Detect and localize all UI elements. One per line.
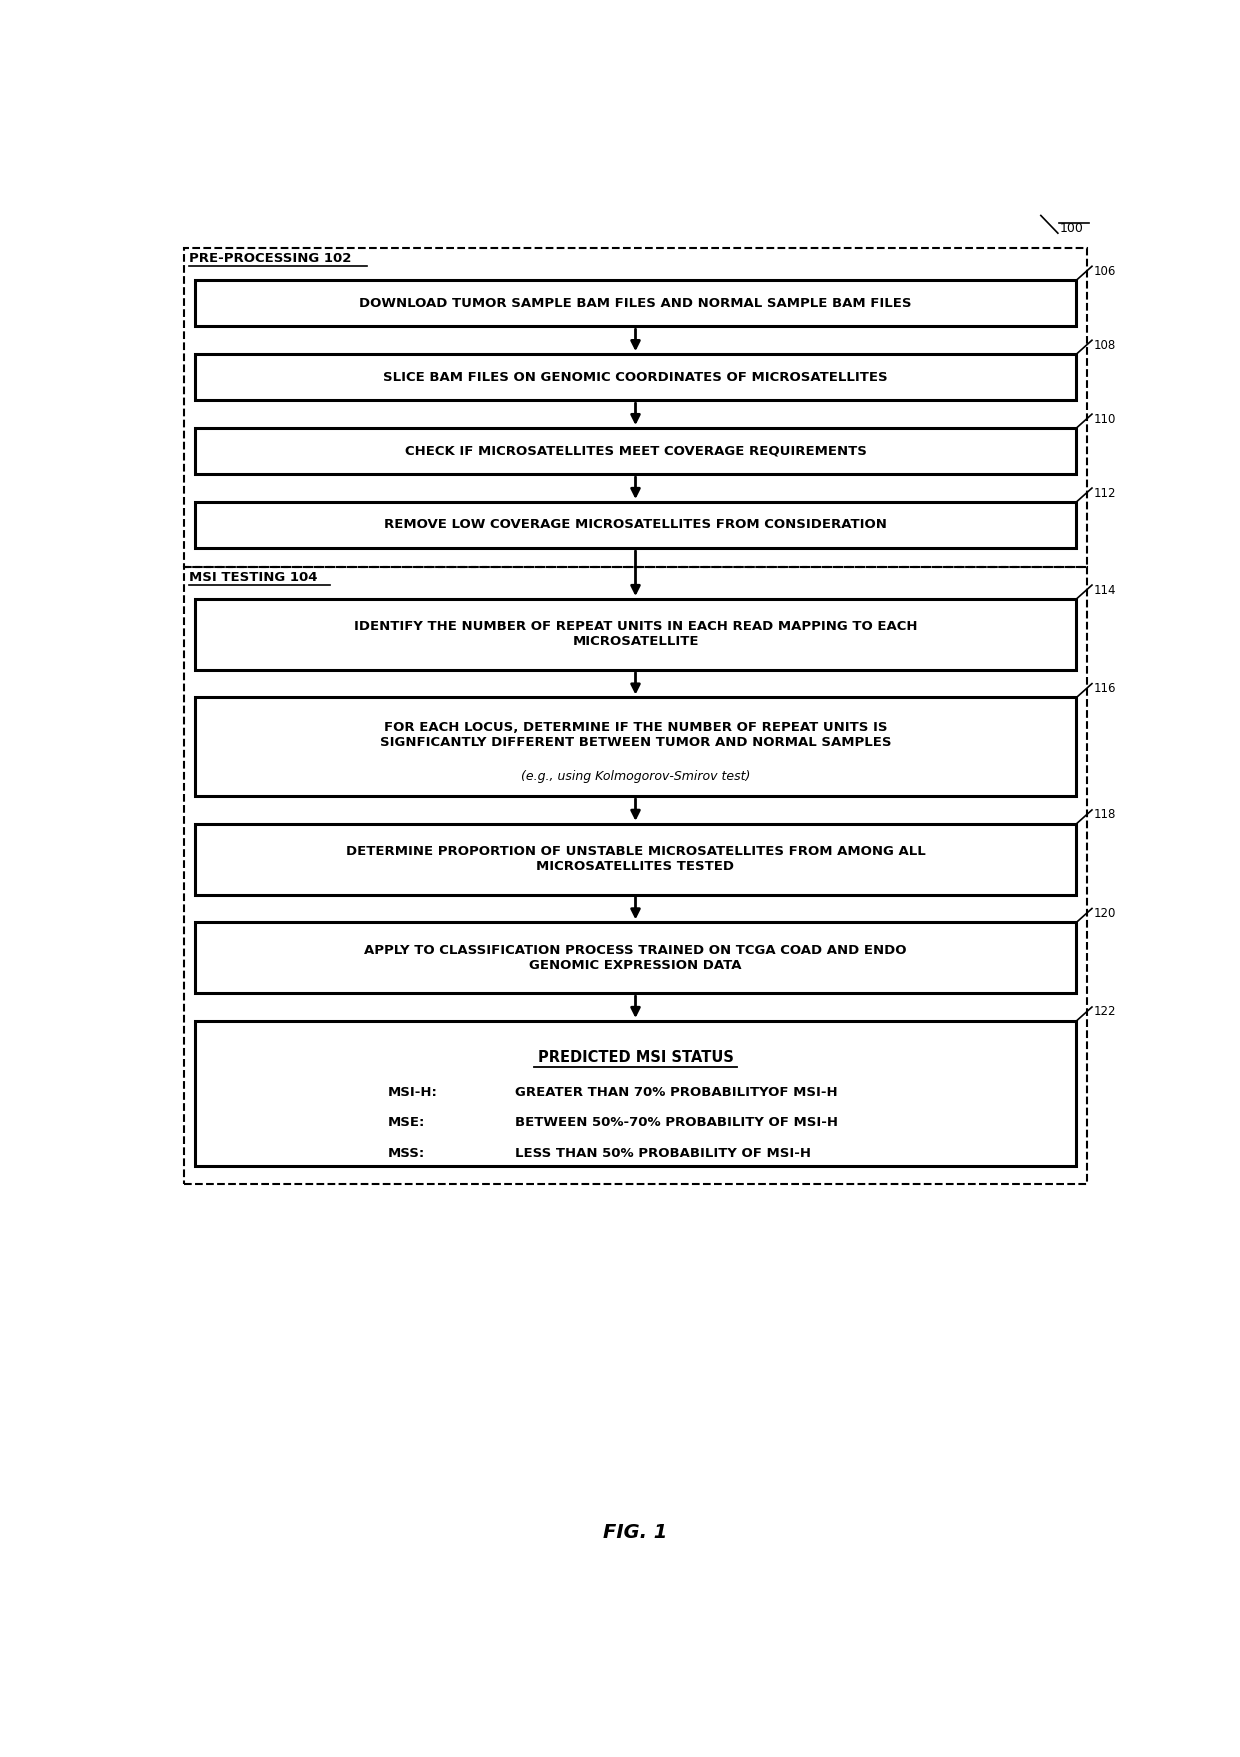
FancyBboxPatch shape	[196, 922, 1076, 993]
Text: 110: 110	[1094, 413, 1116, 425]
Text: FOR EACH LOCUS, DETERMINE IF THE NUMBER OF REPEAT UNITS IS
SIGNFICANTLY DIFFEREN: FOR EACH LOCUS, DETERMINE IF THE NUMBER …	[379, 720, 892, 748]
Text: FIG. 1: FIG. 1	[604, 1523, 667, 1543]
Text: 116: 116	[1094, 682, 1116, 696]
Text: 114: 114	[1094, 583, 1116, 597]
Text: GREATER THAN 70% PROBABILITYOF MSI-H: GREATER THAN 70% PROBABILITYOF MSI-H	[516, 1086, 838, 1098]
Text: DETERMINE PROPORTION OF UNSTABLE MICROSATELLITES FROM AMONG ALL
MICROSATELLITES : DETERMINE PROPORTION OF UNSTABLE MICROSA…	[346, 845, 925, 873]
Text: MSE:: MSE:	[387, 1116, 425, 1130]
FancyBboxPatch shape	[196, 698, 1076, 796]
Text: 112: 112	[1094, 487, 1116, 499]
Text: CHECK IF MICROSATELLITES MEET COVERAGE REQUIREMENTS: CHECK IF MICROSATELLITES MEET COVERAGE R…	[404, 445, 867, 457]
Text: PREDICTED MSI STATUS: PREDICTED MSI STATUS	[538, 1051, 733, 1065]
Text: SLICE BAM FILES ON GENOMIC COORDINATES OF MICROSATELLITES: SLICE BAM FILES ON GENOMIC COORDINATES O…	[383, 371, 888, 383]
Text: APPLY TO CLASSIFICATION PROCESS TRAINED ON TCGA COAD AND ENDO
GENOMIC EXPRESSION: APPLY TO CLASSIFICATION PROCESS TRAINED …	[365, 944, 906, 972]
Text: REMOVE LOW COVERAGE MICROSATELLITES FROM CONSIDERATION: REMOVE LOW COVERAGE MICROSATELLITES FROM…	[384, 518, 887, 532]
Text: LESS THAN 50% PROBABILITY OF MSI-H: LESS THAN 50% PROBABILITY OF MSI-H	[516, 1147, 811, 1160]
Text: 120: 120	[1094, 907, 1116, 921]
FancyBboxPatch shape	[196, 429, 1076, 474]
FancyBboxPatch shape	[196, 503, 1076, 548]
FancyBboxPatch shape	[196, 824, 1076, 894]
Text: PRE-PROCESSING 102: PRE-PROCESSING 102	[188, 253, 351, 265]
Text: 122: 122	[1094, 1005, 1116, 1019]
Text: 118: 118	[1094, 808, 1116, 821]
FancyBboxPatch shape	[196, 599, 1076, 669]
Text: MSI TESTING 104: MSI TESTING 104	[188, 571, 317, 583]
Text: 108: 108	[1094, 339, 1116, 351]
Text: MSS:: MSS:	[387, 1147, 425, 1160]
Text: (e.g., using Kolmogorov-Smirov test): (e.g., using Kolmogorov-Smirov test)	[521, 770, 750, 784]
Text: DOWNLOAD TUMOR SAMPLE BAM FILES AND NORMAL SAMPLE BAM FILES: DOWNLOAD TUMOR SAMPLE BAM FILES AND NORM…	[360, 297, 911, 309]
Text: 106: 106	[1094, 265, 1116, 278]
Text: 100: 100	[1059, 223, 1084, 235]
Text: BETWEEN 50%-70% PROBABILITY OF MSI-H: BETWEEN 50%-70% PROBABILITY OF MSI-H	[516, 1116, 838, 1130]
Text: MSI-H:: MSI-H:	[387, 1086, 438, 1098]
FancyBboxPatch shape	[196, 355, 1076, 401]
Text: IDENTIFY THE NUMBER OF REPEAT UNITS IN EACH READ MAPPING TO EACH
MICROSATELLITE: IDENTIFY THE NUMBER OF REPEAT UNITS IN E…	[353, 620, 918, 648]
FancyBboxPatch shape	[196, 1021, 1076, 1165]
FancyBboxPatch shape	[196, 279, 1076, 327]
